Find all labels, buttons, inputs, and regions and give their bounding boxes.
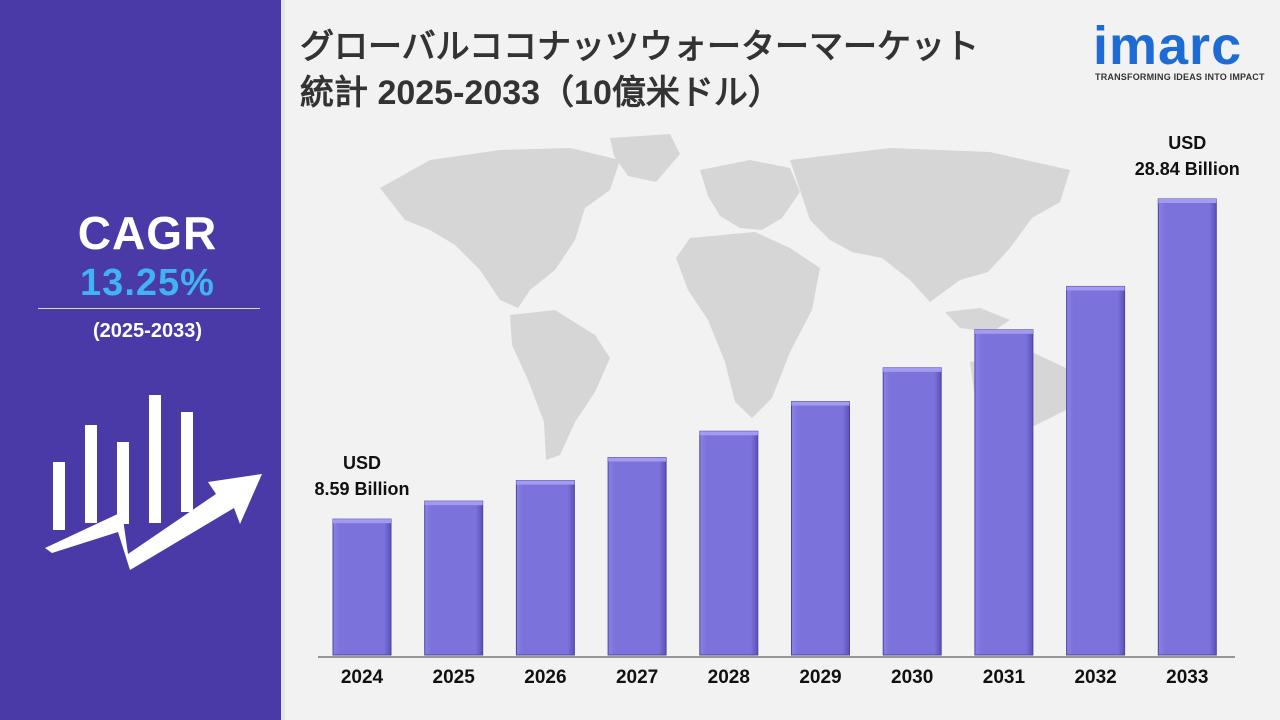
bar-cap-2033	[1158, 199, 1217, 203]
bar-2029	[791, 401, 850, 656]
cagr-period: (2025-2033)	[93, 320, 202, 342]
bar-2026	[515, 480, 575, 656]
tick-label-2031: 2031	[983, 667, 1026, 688]
cagr-value: 13.25%	[80, 262, 215, 304]
bar-cap-2026	[516, 480, 575, 485]
tick-label-2033: 2033	[1166, 667, 1208, 688]
annotation-2033-line2: 28.84 Billion	[1135, 159, 1240, 179]
annotation-2033-line1: USD	[1168, 133, 1206, 153]
tick-label-2027: 2027	[616, 667, 658, 688]
bar-cap-2029	[791, 401, 850, 406]
bar-value-annotations: USD 8.59 Billion USD 28.84 Billion	[314, 133, 1239, 499]
tick-label-2026: 2026	[524, 667, 566, 688]
bar-cap-2032	[1066, 286, 1125, 291]
bar-2027	[607, 457, 667, 656]
tick-label-2024: 2024	[341, 667, 384, 688]
cagr-label: CAGR	[77, 207, 218, 259]
bar-cap-2030	[883, 367, 942, 372]
tick-label-2029: 2029	[799, 667, 841, 688]
x-axis-tick-labels: 2024 2025 2026 2027 2028 2029 2030 2031 2032 2033	[341, 667, 1209, 688]
annotation-2024-line2: 8.59 Billion	[314, 479, 409, 499]
bar-2024	[332, 518, 392, 656]
imarc-logo: imarc TRANSFORMING IDEAS INTO IMPACT	[1093, 10, 1265, 90]
bar-2025	[424, 500, 484, 656]
chart-title-line1: グローバルココナッツウォーターマーケット	[300, 28, 979, 66]
growth-chart-arrow-icon	[45, 395, 262, 570]
tick-label-2030: 2030	[891, 667, 933, 688]
annotation-2024-line1: USD	[343, 453, 381, 473]
bar-cap-2027	[608, 457, 667, 462]
logo-wordmark: imarc	[1093, 16, 1243, 76]
tick-label-2028: 2028	[708, 667, 750, 688]
bar-series	[332, 198, 1217, 656]
logo-tagline: TRANSFORMING IDEAS INTO IMPACT	[1095, 72, 1265, 82]
cagr-divider	[38, 308, 260, 309]
tick-label-2032: 2032	[1074, 667, 1116, 688]
bar-cap-2028	[699, 431, 758, 436]
bar-cap-2025	[424, 501, 483, 506]
tick-label-2025: 2025	[433, 667, 476, 688]
bar-2031	[974, 329, 1034, 656]
bar-cap-2024	[333, 519, 391, 524]
bar-cap-2031	[974, 329, 1033, 334]
bar-2032	[1066, 285, 1126, 656]
cagr-sidebar: CAGR 13.25% (2025-2033)	[0, 0, 285, 720]
bar-2030	[882, 367, 942, 656]
bar-2028	[699, 430, 759, 656]
bar-2033	[1157, 198, 1217, 656]
chart-title-line2: 統計 2025-2033（10億米ドル）	[300, 74, 782, 112]
chart-title: グローバルココナッツウォーターマーケット 統計 2025-2033（10億米ドル…	[300, 24, 1060, 116]
